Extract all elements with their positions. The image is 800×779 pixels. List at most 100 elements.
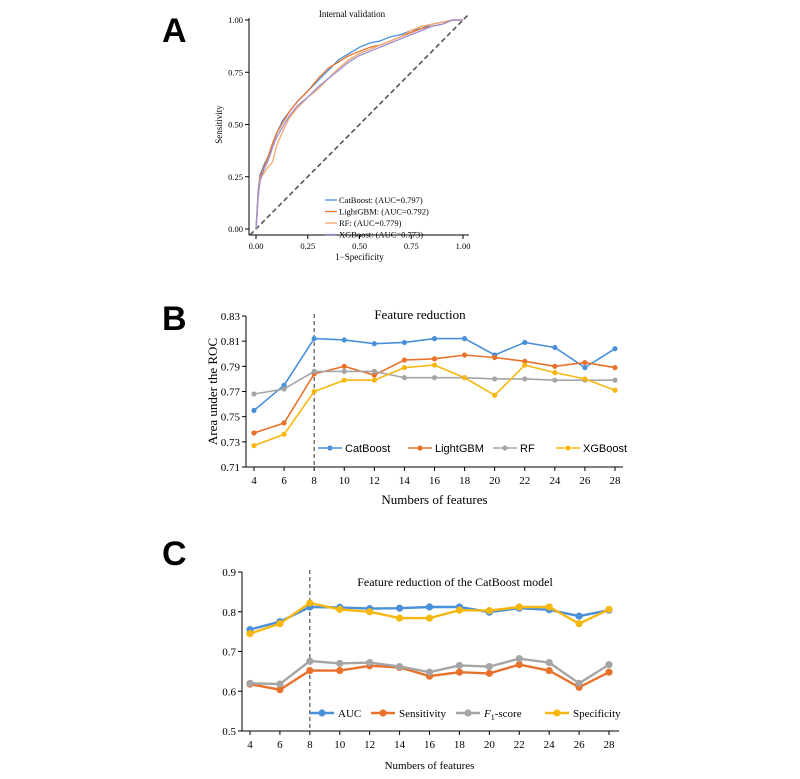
y-tick-label: 0.7 xyxy=(222,647,236,659)
data-point-rf xyxy=(431,375,438,381)
data-point-catboost xyxy=(311,336,317,342)
y-tick-label: 0.6 xyxy=(222,686,236,698)
y-tick-label: 0.75 xyxy=(221,412,241,424)
data-point-f1-score xyxy=(246,679,254,687)
data-point-lightgbm xyxy=(582,359,588,366)
x-tick-label: 16 xyxy=(429,475,441,487)
x-tick-label: 24 xyxy=(544,739,556,751)
data-point-f1-score xyxy=(395,663,404,671)
chart-title: Feature reduction of the CatBoost model xyxy=(357,575,553,589)
data-point-xgboost xyxy=(401,364,408,371)
data-point-lightgbm xyxy=(251,430,257,436)
x-axis-label: Numbers of features xyxy=(385,760,475,772)
data-point-specificity xyxy=(515,603,523,611)
data-point-catboost xyxy=(522,339,528,346)
data-point-lightgbm xyxy=(492,354,498,361)
data-point-specificity xyxy=(276,620,284,628)
data-point-specificity xyxy=(306,599,314,607)
data-point-lightgbm xyxy=(612,364,618,371)
x-tick-label: 16 xyxy=(424,739,436,751)
data-point-specificity xyxy=(246,630,254,638)
y-tick-label: 1.00 xyxy=(228,15,243,25)
data-point-catboost xyxy=(251,407,257,413)
data-point-rf xyxy=(371,368,377,374)
data-point-rf xyxy=(552,377,558,383)
x-tick-label: 14 xyxy=(394,739,406,751)
x-tick-label: 10 xyxy=(334,739,346,751)
x-tick-label: 0.00 xyxy=(249,241,264,251)
data-point-f1-score xyxy=(276,680,284,688)
legend-label-xgboost: XGBoost xyxy=(583,443,627,455)
x-tick-label: 28 xyxy=(604,739,616,751)
data-point-rf xyxy=(492,376,498,382)
data-point-catboost xyxy=(341,337,347,343)
x-axis-label: 1−Specificity xyxy=(335,252,384,262)
data-point-lightgbm xyxy=(401,357,408,363)
data-point-specificity xyxy=(545,603,553,611)
y-tick-label: 0.8 xyxy=(222,607,236,619)
data-point-specificity xyxy=(605,605,613,613)
data-point-lightgbm xyxy=(281,420,287,426)
data-point-specificity xyxy=(336,605,344,613)
x-tick-label: 26 xyxy=(574,739,586,751)
panel-b-feature-reduction-chart: 0.71 0.73 0.75 0.77 0.79 0.81 0.83 4 6 8 10 12 14 16 1… xyxy=(205,307,627,507)
x-tick-label: 6 xyxy=(281,475,287,487)
x-tick-label: 20 xyxy=(489,475,501,487)
panel-letter-b: B xyxy=(162,300,187,338)
data-point-catboost xyxy=(431,336,438,342)
data-point-auc xyxy=(425,603,434,611)
x-tick-label: 0.25 xyxy=(300,241,315,251)
data-point-rf xyxy=(341,368,347,374)
x-tick-label: 4 xyxy=(247,739,253,751)
y-tick-label: 0.5 xyxy=(222,726,236,738)
legend-marker-catboost xyxy=(327,445,333,451)
data-point-sensitivity xyxy=(605,668,613,676)
data-point-xgboost xyxy=(251,443,257,449)
legend-marker-auc xyxy=(318,709,326,717)
data-point-catboost xyxy=(612,346,618,352)
data-point-sensitivity xyxy=(306,666,314,675)
data-point-xgboost xyxy=(582,376,588,382)
legend-marker-f1-score xyxy=(464,709,472,717)
data-point-rf xyxy=(401,375,408,381)
x-tick-label: 1.00 xyxy=(456,241,471,251)
panel-a-roc-chart: 0.00 0.25 0.50 0.75 1.00 0.00 0.25 0.50 0.75 1.00… xyxy=(214,9,470,262)
data-point-catboost xyxy=(371,341,377,347)
data-point-sensitivity xyxy=(336,666,344,675)
data-point-specificity xyxy=(485,606,493,615)
x-tick-label: 14 xyxy=(399,475,411,487)
x-tick-label: 18 xyxy=(454,739,466,751)
data-point-lightgbm xyxy=(371,372,377,378)
data-point-xgboost xyxy=(552,370,558,376)
data-point-rf xyxy=(311,368,317,374)
y-tick-label: 0.81 xyxy=(221,336,240,348)
data-point-sensitivity xyxy=(545,666,553,675)
data-point-xgboost xyxy=(492,392,498,398)
data-point-lightgbm xyxy=(552,363,558,369)
data-point-xgboost xyxy=(371,377,377,383)
x-tick-label: 12 xyxy=(364,739,375,751)
legend-marker-lightgbm xyxy=(417,445,423,451)
data-point-xgboost xyxy=(281,431,287,437)
y-tick-label: 0.83 xyxy=(221,311,241,323)
data-point-sensitivity xyxy=(515,661,523,669)
data-point-catboost xyxy=(582,364,588,371)
legend-label-xgboost: XGBoost: (AUC=0.773) xyxy=(339,230,423,240)
data-point-rf xyxy=(281,386,287,392)
data-point-rf xyxy=(612,377,618,383)
data-point-xgboost xyxy=(341,377,347,383)
legend-label-lightgbm: LightGBM xyxy=(435,443,484,455)
data-point-xgboost xyxy=(431,362,438,368)
x-tick-label: 10 xyxy=(339,475,351,487)
x-tick-label: 8 xyxy=(311,475,317,487)
data-point-f1-score xyxy=(485,663,493,671)
data-point-specificity xyxy=(425,614,434,622)
data-point-catboost xyxy=(401,339,408,346)
data-point-f1-score xyxy=(545,659,553,667)
legend-marker-rf xyxy=(502,445,508,451)
data-point-catboost xyxy=(461,336,468,342)
x-tick-label: 4 xyxy=(251,475,257,487)
data-point-catboost xyxy=(552,344,558,351)
x-tick-label: 18 xyxy=(459,475,471,487)
